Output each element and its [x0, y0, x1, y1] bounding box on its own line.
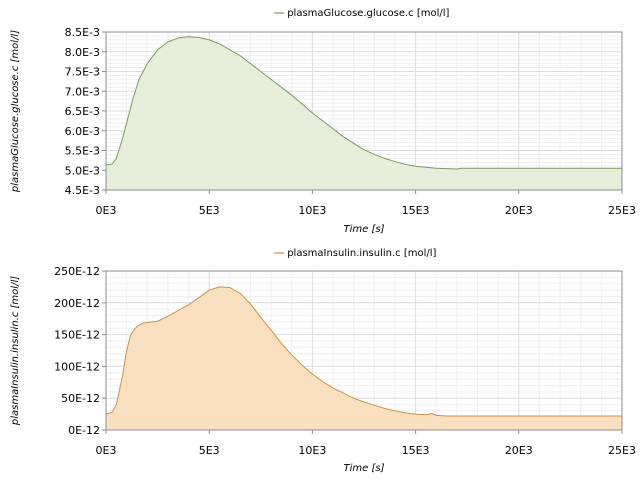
- x-axis-title: Time [s]: [344, 224, 385, 235]
- x-tick-label: 15E3: [402, 444, 430, 457]
- x-tick-label: 0E3: [96, 444, 117, 457]
- y-tick-label: 8.0E-3: [65, 46, 100, 59]
- x-tick-label: 25E3: [608, 204, 636, 217]
- series-area-1: [106, 286, 622, 430]
- x-tick-label: 5E3: [199, 444, 220, 457]
- y-tick-label: 250E-12: [54, 265, 100, 278]
- legend-label: plasmaInsulin.insulin.c [mol/l]: [287, 248, 436, 259]
- y-tick-label: 4.5E-3: [65, 184, 100, 197]
- y-tick-label: 5.5E-3: [65, 145, 100, 158]
- series-line-1: [105, 286, 622, 417]
- y-tick-label: 8.5E-3: [65, 26, 100, 39]
- series-line-1: [105, 36, 622, 170]
- y-tick-label: 6.0E-3: [65, 125, 100, 138]
- y-tick-label: 0E-12: [68, 424, 100, 437]
- y-tick-label: 5.0E-3: [65, 164, 100, 177]
- y-tick-label: 200E-12: [54, 297, 100, 310]
- plot-frame: [105, 270, 623, 431]
- x-tick-label: 5E3: [199, 204, 220, 217]
- x-tick-label: 20E3: [505, 204, 533, 217]
- legend-label: plasmaGlucose.glucose.c [mol/l]: [287, 8, 449, 19]
- x-axis-title: Time [s]: [344, 463, 385, 474]
- chart-1: 4.5E-3 5.0E-3 5.5E-3 6.0E-3 6.5E-3 7.0E-3 7.5E…: [10, 8, 636, 235]
- x-tick-label: 0E3: [96, 204, 117, 217]
- chart-2: 0E-12 50E-12 100E-12 150E-12 200E-12 250E-12 0…: [10, 248, 636, 474]
- y-tick-label: 7.0E-3: [65, 85, 100, 98]
- y-tick-label: 50E-12: [61, 392, 100, 405]
- y-axis-title: plasmaGlucose.glucose.c [mol/l]: [10, 30, 21, 193]
- x-tick-label: 20E3: [505, 444, 533, 457]
- series-area-1: [106, 36, 622, 190]
- y-tick-label: 7.5E-3: [65, 66, 100, 79]
- x-tick-label: 10E3: [298, 444, 326, 457]
- x-tick-label: 25E3: [608, 444, 636, 457]
- x-tick-label: 15E3: [402, 204, 430, 217]
- legend: plasmaInsulin.insulin.c [mol/l]: [274, 248, 437, 259]
- y-tick-label: 6.5E-3: [65, 105, 100, 118]
- y-tick-label: 150E-12: [54, 329, 100, 342]
- x-tick-label: 10E3: [298, 204, 326, 217]
- legend: plasmaGlucose.glucose.c [mol/l]: [274, 8, 450, 19]
- y-axis-title: plasmaInsulin.insulin.c [mol/l]: [10, 276, 21, 426]
- y-tick-label: 100E-12: [54, 360, 100, 373]
